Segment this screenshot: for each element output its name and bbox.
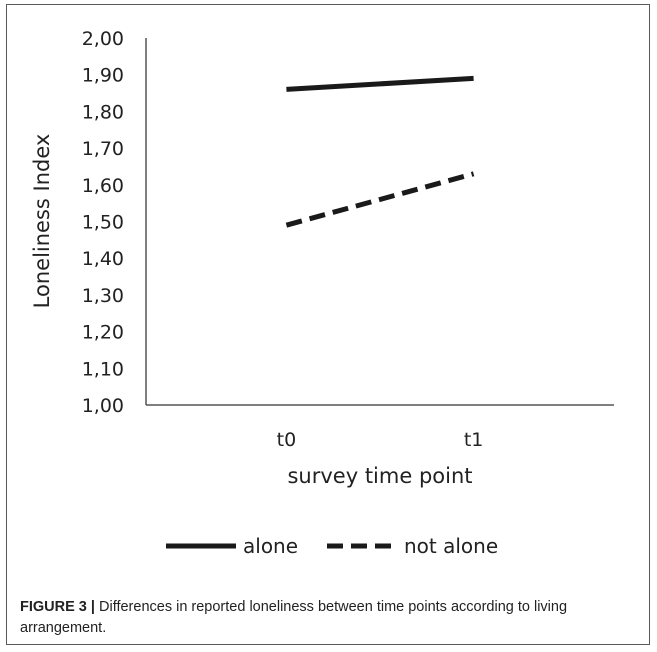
y-axis-title: Loneliness Index	[30, 134, 54, 309]
y-tick-label: 1,10	[82, 358, 124, 380]
y-tick-label: 2,00	[82, 28, 124, 50]
caption-text: Differences in reported loneliness betwe…	[20, 599, 568, 636]
series-line-1	[286, 75, 474, 92]
x-tick-label: t0	[277, 429, 297, 451]
x-tick-label: t1	[464, 429, 484, 451]
y-tick-label: 1,20	[82, 322, 124, 344]
legend-label-2: not alone	[404, 534, 498, 558]
series-lines	[285, 75, 475, 228]
x-tick-labels: t0 t1	[277, 429, 484, 451]
y-tick-label: 1,60	[82, 175, 124, 197]
y-tick-label: 1,40	[82, 248, 124, 270]
figure-frame	[6, 4, 650, 645]
y-tick-label: 1,70	[82, 138, 124, 160]
y-tick-label: 1,80	[82, 101, 124, 123]
y-tick-label: 1,30	[82, 285, 124, 307]
legend: alone not alone	[166, 534, 498, 558]
series-line-2	[285, 171, 475, 228]
figure-caption: FIGURE 3 | Differences in reported lonel…	[20, 597, 640, 639]
y-tick-labels: 1,00 1,10 1,20 1,30 1,40 1,50 1,60 1,70 1,80 1,90…	[82, 28, 124, 417]
line-chart: 1,00 1,10 1,20 1,30 1,40 1,50 1,60 1,70 1,80 1,90…	[30, 28, 614, 558]
x-axis-title: survey time point	[287, 464, 472, 488]
y-tick-label: 1,90	[82, 65, 124, 87]
figure-label: FIGURE 3 |	[20, 599, 95, 615]
y-tick-label: 1,00	[82, 395, 124, 417]
y-tick-label: 1,50	[82, 212, 124, 234]
legend-label-1: alone	[243, 534, 298, 558]
